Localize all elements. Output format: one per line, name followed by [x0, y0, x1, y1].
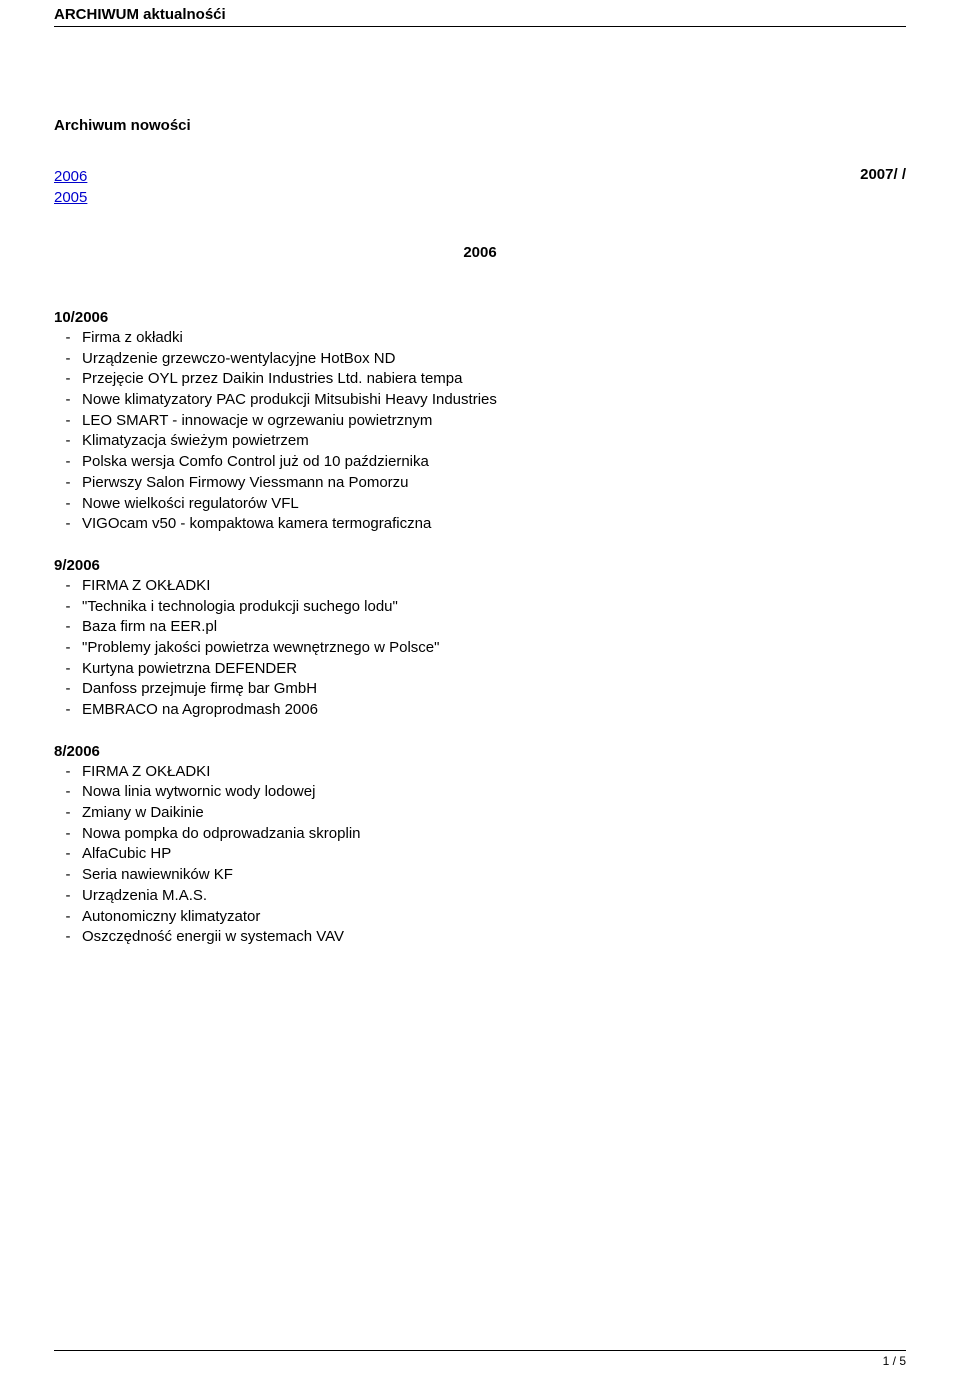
list-item-text: LEO SMART - innowacje w ogrzewaniu powie… [82, 411, 906, 432]
main-title: Archiwum nowości [54, 117, 906, 134]
list-item-text: Zmiany w Daikinie [82, 803, 906, 824]
section-list: -Firma z okładki-Urządzenie grzewczo-wen… [54, 328, 906, 535]
bullet-dash-icon: - [54, 886, 82, 907]
bullet-dash-icon: - [54, 431, 82, 452]
list-item-text: Danfoss przejmuje firmę bar GmbH [82, 679, 906, 700]
list-item-text: Pierwszy Salon Firmowy Viessmann na Pomo… [82, 473, 906, 494]
footer: 1 / 5 [54, 1350, 906, 1368]
list-item-text: Kurtyna powietrzna DEFENDER [82, 659, 906, 680]
year-top-right: 2007/ / [860, 166, 906, 183]
list-item: -Nowa pompka do odprowadzania skroplin [54, 824, 906, 845]
list-item: -VIGOcam v50 - kompaktowa kamera termogr… [54, 514, 906, 535]
list-item-text: Nowa pompka do odprowadzania skroplin [82, 824, 906, 845]
list-item-text: Polska wersja Comfo Control już od 10 pa… [82, 452, 906, 473]
list-item-text: Autonomiczny klimatyzator [82, 907, 906, 928]
bullet-dash-icon: - [54, 679, 82, 700]
bullet-dash-icon: - [54, 411, 82, 432]
list-item-text: Nowe wielkości regulatorów VFL [82, 494, 906, 515]
list-item: -Zmiany w Daikinie [54, 803, 906, 824]
bullet-dash-icon: - [54, 390, 82, 411]
list-item-text: FIRMA Z OKŁADKI [82, 576, 906, 597]
bullet-dash-icon: - [54, 907, 82, 928]
footer-rule [54, 1350, 906, 1351]
section-list: -FIRMA Z OKŁADKI-Nowa linia wytwornic wo… [54, 762, 906, 948]
list-item-text: VIGOcam v50 - kompaktowa kamera termogra… [82, 514, 906, 535]
list-item: -Urządzenia M.A.S. [54, 886, 906, 907]
list-item: -LEO SMART - innowacje w ogrzewaniu powi… [54, 411, 906, 432]
list-item-text: Seria nawiewników KF [82, 865, 906, 886]
bullet-dash-icon: - [54, 349, 82, 370]
list-item: -FIRMA Z OKŁADKI [54, 762, 906, 783]
bullet-dash-icon: - [54, 803, 82, 824]
year-center: 2006 [54, 244, 906, 261]
year-2007-label: 2007/ [860, 166, 898, 183]
year-link-2006[interactable]: 2006 [54, 168, 87, 185]
list-item: -Urządzenie grzewczo-wentylacyjne HotBox… [54, 349, 906, 370]
list-item-text: AlfaCubic HP [82, 844, 906, 865]
bullet-dash-icon: - [54, 576, 82, 597]
list-item: -Autonomiczny klimatyzator [54, 907, 906, 928]
header-title: ARCHIWUM aktualnośći [54, 6, 226, 23]
year-link-2005[interactable]: 2005 [54, 189, 87, 206]
bullet-dash-icon: - [54, 638, 82, 659]
bullet-dash-icon: - [54, 762, 82, 783]
list-item-text: Baza firm na EER.pl [82, 617, 906, 638]
bullet-dash-icon: - [54, 844, 82, 865]
bullet-dash-icon: - [54, 927, 82, 948]
bullet-dash-icon: - [54, 369, 82, 390]
list-item: -Klimatyzacja świeżym powietrzem [54, 431, 906, 452]
bullet-dash-icon: - [54, 700, 82, 721]
list-item: -AlfaCubic HP [54, 844, 906, 865]
section-heading: 8/2006 [54, 743, 906, 760]
page-header: ARCHIWUM aktualnośći [54, 6, 906, 27]
list-item: -EMBRACO na Agroprodmash 2006 [54, 700, 906, 721]
section-heading: 9/2006 [54, 557, 906, 574]
list-item: -Seria nawiewników KF [54, 865, 906, 886]
list-item-text: FIRMA Z OKŁADKI [82, 762, 906, 783]
list-item: -Firma z okładki [54, 328, 906, 349]
bullet-dash-icon: - [54, 597, 82, 618]
year-nav-row: 2006 2005 2007/ / [54, 166, 906, 208]
list-item: -Baza firm na EER.pl [54, 617, 906, 638]
list-item: -Nowe klimatyzatory PAC produkcji Mitsub… [54, 390, 906, 411]
bullet-dash-icon: - [54, 824, 82, 845]
bullet-dash-icon: - [54, 328, 82, 349]
bullet-dash-icon: - [54, 782, 82, 803]
list-item-text: "Technika i technologia produkcji sucheg… [82, 597, 906, 618]
section-list: -FIRMA Z OKŁADKI-"Technika i technologia… [54, 576, 906, 721]
list-item: -Przejęcie OYL przez Daikin Industries L… [54, 369, 906, 390]
list-item-text: Przejęcie OYL przez Daikin Industries Lt… [82, 369, 906, 390]
list-item: -"Problemy jakości powietrza wewnętrzneg… [54, 638, 906, 659]
list-item: -Oszczędność energii w systemach VAV [54, 927, 906, 948]
list-item: -Danfoss przejmuje firmę bar GmbH [54, 679, 906, 700]
list-item: -FIRMA Z OKŁADKI [54, 576, 906, 597]
bullet-dash-icon: - [54, 617, 82, 638]
list-item: -Nowa linia wytwornic wody lodowej [54, 782, 906, 803]
bullet-dash-icon: - [54, 514, 82, 535]
bullet-dash-icon: - [54, 659, 82, 680]
list-item-text: Urządzenia M.A.S. [82, 886, 906, 907]
section-heading: 10/2006 [54, 309, 906, 326]
trailing-slash: / [902, 166, 906, 183]
list-item: -Pierwszy Salon Firmowy Viessmann na Pom… [54, 473, 906, 494]
page-number: 1 / 5 [54, 1354, 906, 1368]
sections-container: 10/2006-Firma z okładki-Urządzenie grzew… [54, 309, 906, 948]
list-item-text: EMBRACO na Agroprodmash 2006 [82, 700, 906, 721]
list-item: -"Technika i technologia produkcji suche… [54, 597, 906, 618]
bullet-dash-icon: - [54, 473, 82, 494]
list-item-text: "Problemy jakości powietrza wewnętrznego… [82, 638, 906, 659]
bullet-dash-icon: - [54, 865, 82, 886]
list-item: -Kurtyna powietrzna DEFENDER [54, 659, 906, 680]
list-item: -Nowe wielkości regulatorów VFL [54, 494, 906, 515]
year-links: 2006 2005 [54, 166, 87, 208]
list-item-text: Nowe klimatyzatory PAC produkcji Mitsubi… [82, 390, 906, 411]
list-item-text: Firma z okładki [82, 328, 906, 349]
list-item-text: Klimatyzacja świeżym powietrzem [82, 431, 906, 452]
list-item-text: Nowa linia wytwornic wody lodowej [82, 782, 906, 803]
bullet-dash-icon: - [54, 494, 82, 515]
list-item-text: Urządzenie grzewczo-wentylacyjne HotBox … [82, 349, 906, 370]
bullet-dash-icon: - [54, 452, 82, 473]
list-item: -Polska wersja Comfo Control już od 10 p… [54, 452, 906, 473]
list-item-text: Oszczędność energii w systemach VAV [82, 927, 906, 948]
